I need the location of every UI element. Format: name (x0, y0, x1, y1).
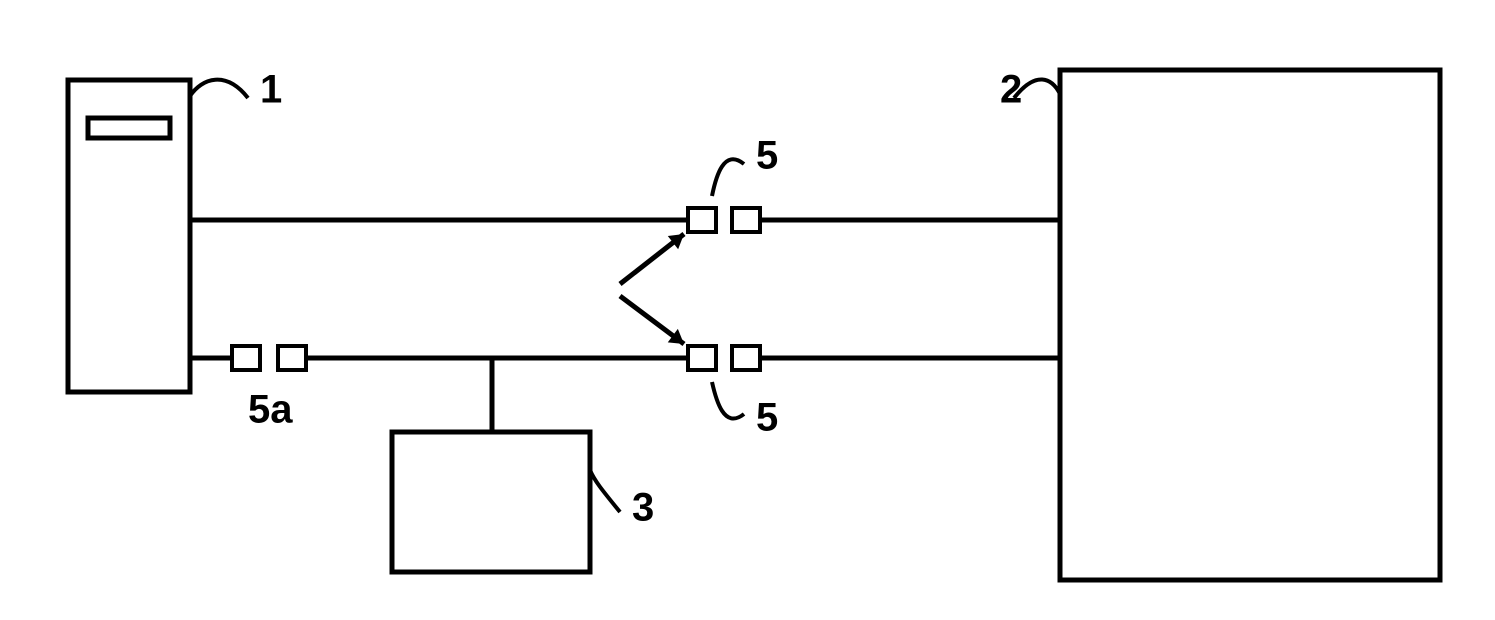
connector-c5_top_r (732, 208, 760, 232)
connector-c5a_r (278, 346, 306, 370)
leader-ld5b (712, 382, 744, 419)
leader-ld5t (712, 159, 744, 196)
connector-c5_bot_r (732, 346, 760, 370)
bottom-box (392, 432, 590, 572)
right-box (1060, 70, 1440, 580)
left-device-slot (88, 118, 170, 138)
connector-c5a_l (232, 346, 260, 370)
label-l5b: 5 (756, 396, 778, 440)
connector-c5_top_l (688, 208, 716, 232)
label-l3: 3 (632, 486, 654, 530)
connector-c5_bot_l (688, 346, 716, 370)
label-l5t: 5 (756, 134, 778, 178)
leader-ld1 (190, 80, 248, 98)
leader-ld3 (590, 470, 620, 512)
label-l5a: 5a (248, 388, 293, 432)
label-l1: 1 (260, 68, 282, 112)
label-l2: 2 (1000, 68, 1022, 112)
